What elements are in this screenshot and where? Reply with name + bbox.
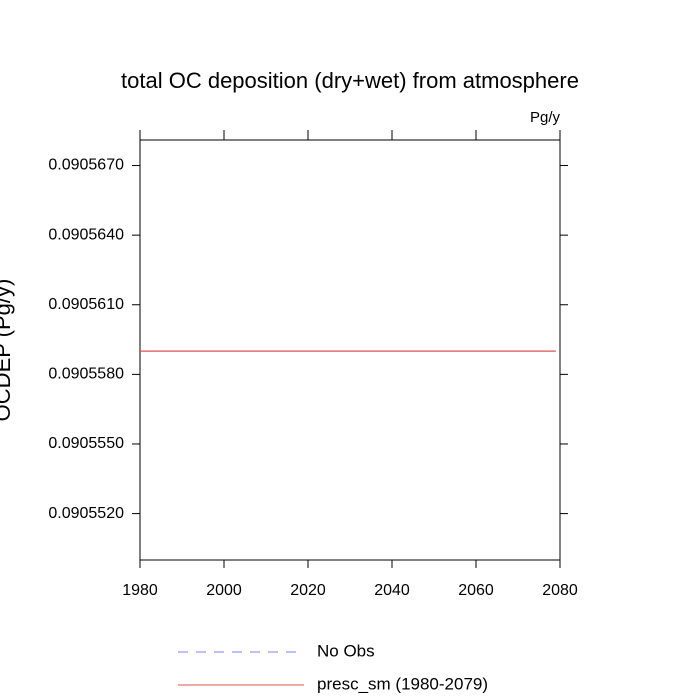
x-tick-label: 1980 <box>122 582 158 599</box>
chart-title: total OC deposition (dry+wet) from atmos… <box>121 68 579 93</box>
y-tick-label: 0.0905580 <box>48 366 124 383</box>
legend-label: No Obs <box>317 641 375 660</box>
y-tick-label: 0.0905640 <box>48 226 124 243</box>
x-tick-label: 2020 <box>290 582 326 599</box>
y-tick-label: 0.0905670 <box>48 157 124 174</box>
x-tick-label: 2040 <box>374 582 410 599</box>
units-label: Pg/y <box>530 109 561 126</box>
plot-frame <box>139 139 561 561</box>
y-axis-label: OCDEP (Pg/y) <box>0 279 15 422</box>
x-tick-label: 2000 <box>206 582 242 599</box>
x-tick-label: 2060 <box>458 582 494 599</box>
y-tick-label: 0.0905610 <box>48 296 124 313</box>
legend-label: presc_sm (1980-2079) <box>317 674 488 693</box>
x-tick-label: 2080 <box>542 582 578 599</box>
y-tick-label: 0.0905520 <box>48 505 124 522</box>
y-tick-label: 0.0905550 <box>48 435 124 452</box>
